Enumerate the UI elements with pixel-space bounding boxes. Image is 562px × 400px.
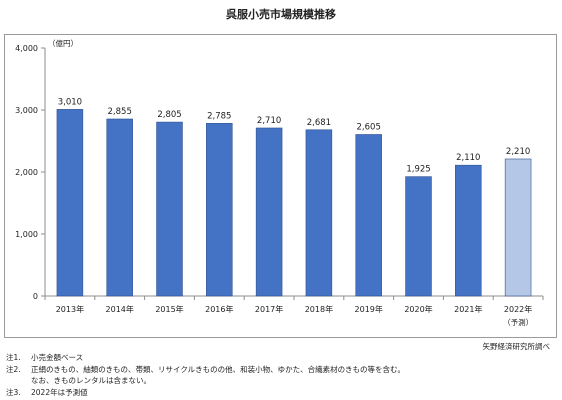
note-text: なお、きものレンタルは含まない。 <box>31 376 151 386</box>
y-tick-label: 2,000 <box>15 168 38 177</box>
y-tick-label: 3,000 <box>15 106 38 115</box>
bar-2021年 <box>455 164 482 297</box>
data-label: 3,010 <box>58 97 82 107</box>
y-axis-unit-label: （億円） <box>48 38 78 48</box>
bar-2015年 <box>156 121 183 297</box>
source-credit: 矢野経済研究所調べ <box>482 342 551 351</box>
note-1: 注1. 小売金額ベース <box>6 352 405 364</box>
data-label: 2,805 <box>157 110 181 120</box>
note-text: 2022年は予測値 <box>31 387 88 397</box>
bar-2017年 <box>255 127 283 297</box>
data-label: 2,681 <box>307 118 331 128</box>
x-tick-label: 2016年 <box>205 304 233 314</box>
note-label: 注2. <box>6 364 21 374</box>
data-label: 2,605 <box>357 122 381 132</box>
x-tick-label: 2018年 <box>305 304 333 314</box>
data-label: 2,710 <box>257 116 281 126</box>
x-tick-label: 2022年 <box>504 304 532 314</box>
x-tick-label: 2017年 <box>255 304 283 314</box>
data-label: 2,785 <box>207 111 231 121</box>
bar-2018年 <box>305 129 333 297</box>
y-tick-label: 4,000 <box>15 44 38 53</box>
note-text: 小売金額ベース <box>31 353 84 362</box>
note-3: 注3. 2022年は予測値 <box>6 387 405 399</box>
data-label: 2,210 <box>506 147 530 157</box>
x-tick-label: 2014年 <box>106 304 134 314</box>
data-label: 2,855 <box>108 107 132 117</box>
data-label: 2,110 <box>456 153 480 163</box>
bar-2014年 <box>106 118 133 297</box>
note-text: 正絹のきもの、紬類のきもの、帯類、リサイクルきものの他、和装小物、ゆかた、合繊素… <box>31 364 405 374</box>
note-label: 注3. <box>6 387 21 397</box>
bar-chart: （億円） 0 1,000 2,000 3,000 4,000 3,010 2013年 2,855… <box>15 38 544 327</box>
note-2-continued: なお、きものレンタルは含まない。 <box>6 375 405 387</box>
x-tick-label: 2015年 <box>155 304 183 314</box>
bar-2020年 <box>405 176 432 297</box>
chart-title: 呉服小売市場規模推移 <box>226 8 336 21</box>
bar-2022年 <box>504 158 532 297</box>
data-label: 1,925 <box>406 165 430 175</box>
y-tick-label: 1,000 <box>15 230 38 239</box>
bar-2016年 <box>206 123 233 297</box>
chart-frame: （億円） 0 1,000 2,000 3,000 4,000 3,010 2013年 2,855… <box>4 34 557 338</box>
x-tick-sublabel: （予測） <box>503 317 533 327</box>
bar-2013年 <box>56 109 84 297</box>
x-tick-label: 2019年 <box>355 304 383 314</box>
note-2: 注2. 正絹のきもの、紬類のきもの、帯類、リサイクルきものの他、和装小物、ゆかた、… <box>6 364 405 376</box>
notes: 注1. 小売金額ベース 注2. 正絹のきもの、紬類のきもの、帯類、リサイクルきものの… <box>6 352 405 398</box>
x-tick-label: 2021年 <box>454 304 482 314</box>
x-tick-label: 2013年 <box>56 304 84 314</box>
bar-2019年 <box>355 134 382 297</box>
note-label: 注1. <box>6 353 21 362</box>
x-tick-label: 2020年 <box>404 304 432 314</box>
y-tick-label: 0 <box>33 292 38 301</box>
